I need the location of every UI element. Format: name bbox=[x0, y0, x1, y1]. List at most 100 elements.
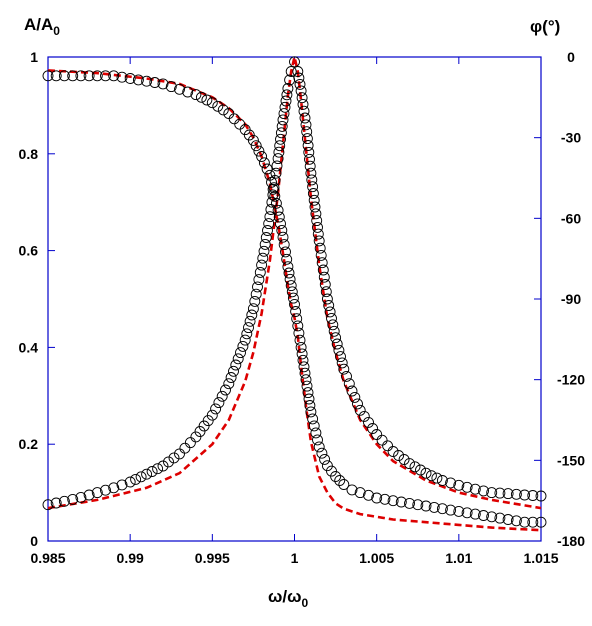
axis-ticks bbox=[47, 56, 542, 542]
amplitude-point bbox=[319, 279, 331, 290]
amplitude-point bbox=[431, 472, 443, 484]
amplitude-point bbox=[141, 468, 153, 480]
amplitude-point bbox=[312, 228, 324, 240]
amplitude-point bbox=[220, 384, 231, 396]
phase-point bbox=[334, 475, 346, 486]
amplitude-point bbox=[228, 365, 239, 377]
data-markers bbox=[42, 56, 547, 528]
y-right-tick-label: -180 bbox=[557, 533, 585, 549]
phase-point bbox=[243, 129, 255, 141]
tick-labels: 0.985 0.99 0.995 1 1.005 1.01 1.015 0 0.2 0.4 0.6 0… bbox=[19, 49, 586, 566]
amplitude-point bbox=[301, 126, 313, 138]
phase-point bbox=[519, 516, 531, 528]
amplitude-point bbox=[420, 467, 432, 479]
amplitude-point bbox=[335, 351, 346, 363]
phase-point bbox=[50, 70, 62, 82]
phase-point bbox=[256, 151, 268, 162]
phase-point bbox=[201, 94, 213, 106]
amplitude-point bbox=[367, 423, 379, 434]
amplitude-point bbox=[259, 238, 271, 250]
amplitude-point bbox=[315, 249, 327, 261]
amplitude-point bbox=[298, 105, 310, 117]
amplitude-point bbox=[312, 221, 323, 233]
amplitude-point bbox=[302, 140, 314, 151]
amplitude-point bbox=[257, 252, 269, 264]
phase-point bbox=[461, 507, 473, 519]
phase-point bbox=[330, 471, 342, 482]
phase-point bbox=[299, 367, 311, 379]
amplitude-point bbox=[190, 431, 202, 443]
phase-point bbox=[141, 75, 153, 87]
phase-point bbox=[301, 380, 313, 392]
phase-point bbox=[295, 341, 307, 353]
amplitude-point bbox=[304, 153, 315, 165]
amplitude-point bbox=[210, 403, 222, 415]
x-tick-label: 0.995 bbox=[195, 550, 230, 566]
phase-point bbox=[272, 204, 284, 216]
amplitude-point bbox=[333, 344, 345, 356]
y-right-tick-label: 0 bbox=[567, 49, 575, 65]
y-left-tick-label: 1 bbox=[30, 49, 38, 65]
phase-point bbox=[296, 348, 308, 360]
y-left-tick-label: 0.8 bbox=[19, 146, 39, 162]
phase-point bbox=[286, 286, 298, 298]
amplitude-point bbox=[67, 493, 79, 505]
amplitude-point bbox=[83, 489, 95, 501]
phase-point bbox=[307, 413, 319, 425]
amplitude-point bbox=[343, 378, 355, 390]
phase-point bbox=[316, 447, 328, 459]
amplitude-point bbox=[285, 66, 297, 77]
amplitude-point bbox=[309, 201, 321, 213]
phase-point bbox=[308, 420, 320, 432]
phase-point bbox=[42, 70, 54, 82]
amplitude-point bbox=[307, 181, 319, 193]
amplitude-point bbox=[174, 448, 185, 460]
amplitude-point bbox=[258, 245, 270, 257]
amplitude-point bbox=[252, 281, 263, 293]
phase-point bbox=[253, 145, 265, 157]
amplitude-point bbox=[409, 461, 421, 473]
phase-point bbox=[379, 493, 391, 505]
amplitude-point bbox=[100, 484, 111, 496]
phase-point bbox=[289, 298, 300, 310]
amplitude-point bbox=[299, 112, 311, 124]
amplitude-point bbox=[250, 288, 262, 300]
phase-point bbox=[338, 479, 350, 490]
phase-point bbox=[234, 118, 246, 130]
phase-point bbox=[124, 73, 136, 84]
amplitude-point bbox=[352, 398, 363, 410]
amplitude-point bbox=[341, 370, 352, 382]
amplitude-point bbox=[42, 499, 54, 511]
phase-point bbox=[275, 218, 286, 230]
phase-point bbox=[206, 97, 218, 109]
amplitude-point bbox=[303, 146, 315, 158]
amplitude-point bbox=[461, 481, 473, 493]
amplitude-point bbox=[293, 72, 305, 84]
amplitude-point bbox=[363, 416, 374, 428]
y-right-tick-label: -150 bbox=[557, 452, 585, 468]
amplitude-point bbox=[213, 397, 225, 409]
phase-point bbox=[281, 253, 293, 265]
phase-point bbox=[436, 503, 448, 515]
amplitude-point bbox=[243, 322, 254, 334]
amplitude-point bbox=[469, 483, 481, 495]
phase-point bbox=[266, 176, 277, 188]
phase-point bbox=[297, 354, 309, 366]
amplitude-point bbox=[527, 490, 539, 501]
phase-point bbox=[304, 400, 316, 411]
amplitude-point bbox=[225, 372, 237, 383]
amplitude-point bbox=[266, 196, 278, 208]
amplitude-point bbox=[249, 295, 261, 307]
amplitude-point bbox=[494, 487, 506, 499]
amplitude-point bbox=[354, 404, 366, 416]
phase-point bbox=[258, 157, 270, 169]
phase-point bbox=[294, 334, 306, 346]
phase-point bbox=[108, 70, 120, 82]
amplitude-point bbox=[398, 454, 410, 465]
x-tick-label: 0.985 bbox=[30, 550, 65, 566]
phase-point bbox=[58, 70, 70, 82]
amplitude-point bbox=[202, 415, 214, 427]
amplitude-point bbox=[278, 108, 290, 120]
phase-point bbox=[174, 83, 185, 95]
